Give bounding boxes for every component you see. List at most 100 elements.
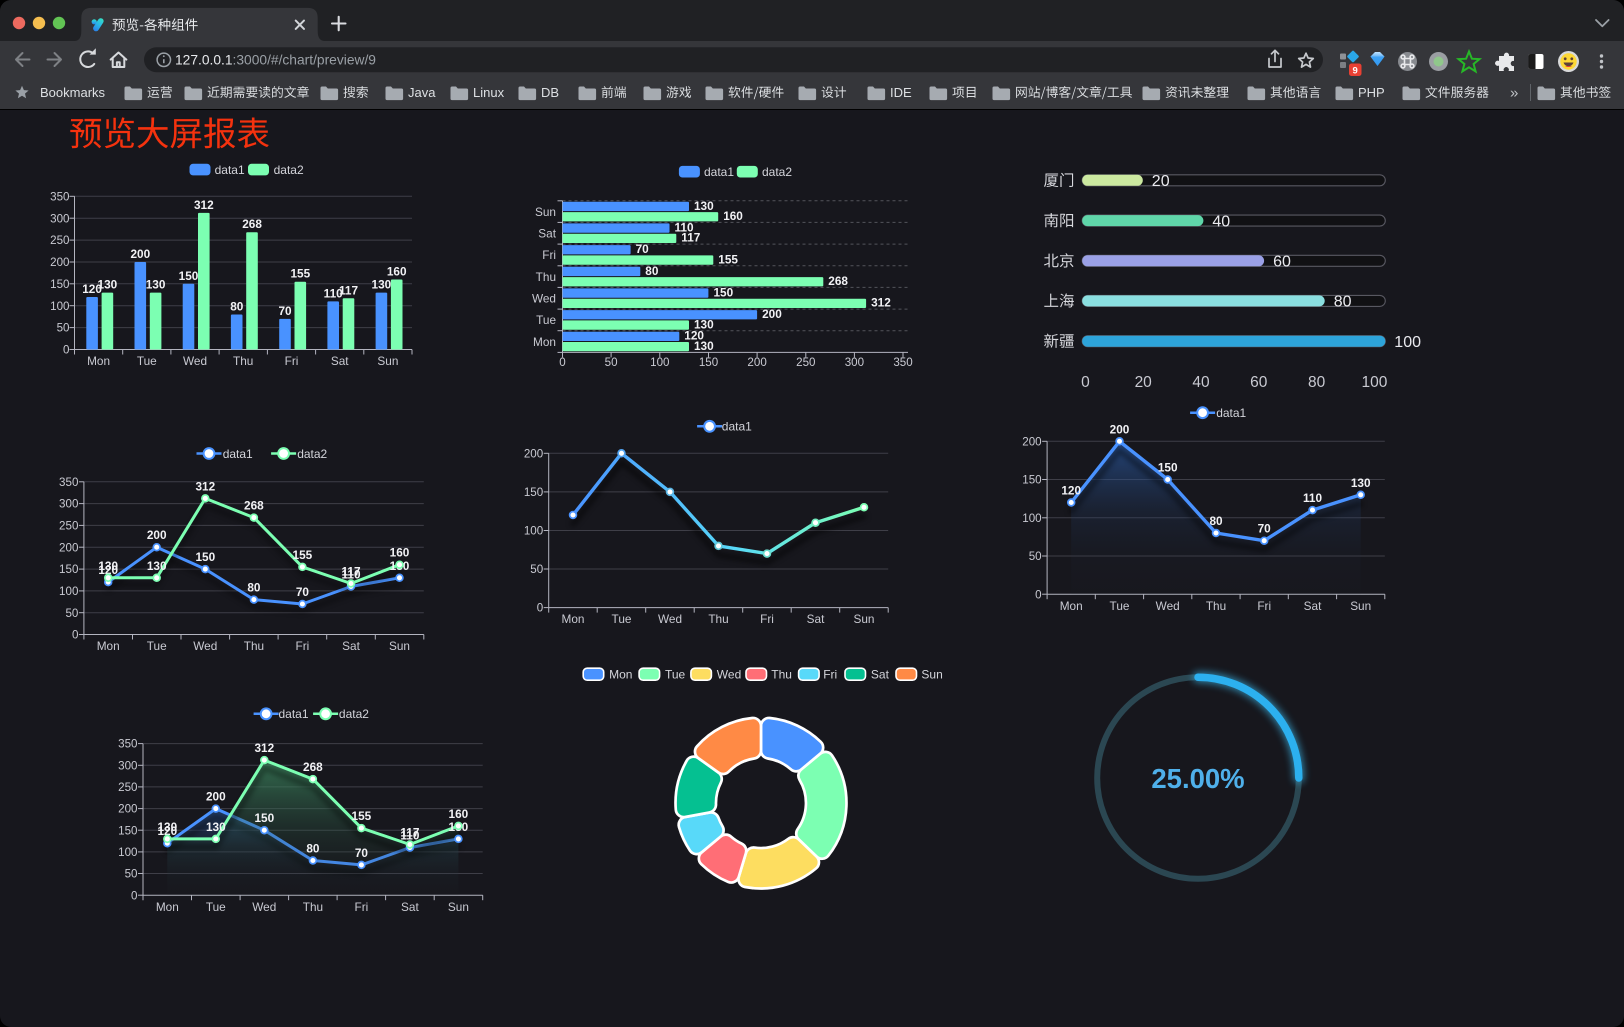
svg-text:20: 20: [1152, 173, 1170, 190]
svg-text:80: 80: [306, 842, 320, 856]
svg-text:250: 250: [118, 781, 137, 794]
svg-text:data1: data1: [279, 707, 309, 721]
svg-text:Sat: Sat: [807, 612, 825, 626]
svg-text:350: 350: [59, 476, 78, 489]
svg-text:80: 80: [1209, 514, 1223, 528]
svg-text:150: 150: [1022, 474, 1041, 487]
svg-text:Fri: Fri: [296, 639, 310, 653]
svg-text:0: 0: [131, 889, 137, 902]
svg-text:DB: DB: [541, 85, 559, 100]
svg-text:Sat: Sat: [871, 668, 890, 682]
svg-text:110: 110: [324, 286, 343, 300]
svg-text:»: »: [1510, 85, 1518, 102]
svg-text:9: 9: [1353, 66, 1358, 77]
svg-text:312: 312: [194, 198, 214, 212]
svg-text:130: 130: [206, 820, 226, 834]
svg-text:Wed: Wed: [1156, 599, 1180, 613]
svg-text:130: 130: [694, 339, 714, 353]
svg-text:Sun: Sun: [921, 668, 942, 682]
svg-text:80: 80: [1334, 294, 1352, 311]
svg-text:160: 160: [390, 546, 410, 560]
svg-text:110: 110: [341, 568, 360, 582]
svg-text:150: 150: [699, 356, 718, 369]
svg-text:130: 130: [694, 199, 714, 213]
svg-text:Thu: Thu: [536, 270, 556, 284]
svg-text:Tue: Tue: [612, 612, 632, 626]
svg-text:130: 130: [694, 317, 714, 331]
svg-text:Tue: Tue: [206, 900, 226, 914]
svg-text:Tue: Tue: [147, 639, 167, 653]
svg-text:117: 117: [341, 565, 360, 579]
svg-text:100: 100: [118, 846, 137, 859]
svg-text:Tue: Tue: [1110, 599, 1130, 613]
svg-text:200: 200: [762, 307, 782, 321]
svg-text:110: 110: [675, 220, 694, 234]
svg-text:130: 130: [98, 559, 118, 573]
svg-text:100: 100: [650, 356, 669, 369]
svg-text:0: 0: [537, 602, 543, 615]
svg-text:Tue: Tue: [665, 668, 686, 682]
svg-text:data2: data2: [274, 163, 304, 177]
svg-text:130: 130: [1351, 476, 1371, 490]
svg-text:300: 300: [50, 212, 69, 225]
svg-text:data2: data2: [297, 447, 327, 461]
svg-text:Thu: Thu: [303, 900, 323, 914]
svg-text:data1: data1: [704, 165, 734, 179]
svg-text:Sat: Sat: [342, 639, 360, 653]
svg-text:200: 200: [50, 256, 69, 269]
svg-text:Sat: Sat: [538, 227, 556, 241]
svg-text:312: 312: [254, 741, 274, 755]
svg-text:0: 0: [559, 356, 565, 369]
svg-text:130: 130: [157, 820, 177, 834]
svg-text:Thu: Thu: [233, 354, 253, 368]
svg-text:50: 50: [57, 322, 70, 335]
svg-text:120: 120: [82, 282, 102, 296]
svg-text:60: 60: [1250, 374, 1268, 391]
svg-text:0: 0: [1081, 374, 1090, 391]
svg-text:Sun: Sun: [535, 205, 556, 219]
svg-text:Bookmarks: Bookmarks: [40, 85, 106, 100]
svg-text:117: 117: [400, 826, 419, 840]
svg-text:70: 70: [278, 304, 292, 318]
svg-text:200: 200: [524, 447, 543, 460]
svg-text:155: 155: [290, 267, 310, 281]
svg-text:150: 150: [1158, 461, 1178, 475]
svg-text:120: 120: [684, 329, 704, 343]
svg-text:300: 300: [118, 759, 137, 772]
svg-text:130: 130: [372, 278, 392, 292]
svg-text:40: 40: [1192, 374, 1210, 391]
svg-text:80: 80: [1308, 374, 1326, 391]
svg-text:155: 155: [352, 809, 372, 823]
svg-text:160: 160: [449, 807, 469, 821]
svg-text:Wed: Wed: [658, 612, 682, 626]
svg-text:Wed: Wed: [532, 291, 556, 305]
svg-text:Thu: Thu: [771, 668, 792, 682]
svg-text:80: 80: [247, 581, 261, 595]
svg-text:268: 268: [828, 274, 848, 288]
svg-text:Java: Java: [408, 85, 436, 100]
svg-text:200: 200: [206, 790, 226, 804]
svg-text:250: 250: [796, 356, 815, 369]
svg-text:0: 0: [72, 629, 78, 642]
svg-text:200: 200: [1022, 435, 1041, 448]
svg-text:50: 50: [1029, 550, 1042, 563]
svg-text:300: 300: [59, 498, 78, 511]
svg-text:117: 117: [681, 231, 700, 245]
svg-text:Mon: Mon: [156, 900, 179, 914]
svg-text:Sun: Sun: [448, 900, 469, 914]
svg-text:Mon: Mon: [609, 668, 632, 682]
svg-text:350: 350: [893, 356, 912, 369]
svg-text:Sat: Sat: [401, 900, 419, 914]
svg-text:200: 200: [130, 247, 150, 261]
svg-text:150: 150: [59, 563, 78, 576]
svg-text:130: 130: [147, 559, 167, 573]
svg-text:268: 268: [244, 499, 264, 513]
svg-text:130: 130: [98, 278, 118, 292]
svg-text:200: 200: [1110, 422, 1130, 436]
svg-text:150: 150: [118, 824, 137, 837]
svg-text:160: 160: [723, 209, 743, 223]
svg-text:100: 100: [50, 300, 69, 313]
svg-text:0: 0: [1035, 588, 1041, 601]
svg-text:PHP: PHP: [1358, 85, 1385, 100]
svg-text:268: 268: [242, 217, 262, 231]
